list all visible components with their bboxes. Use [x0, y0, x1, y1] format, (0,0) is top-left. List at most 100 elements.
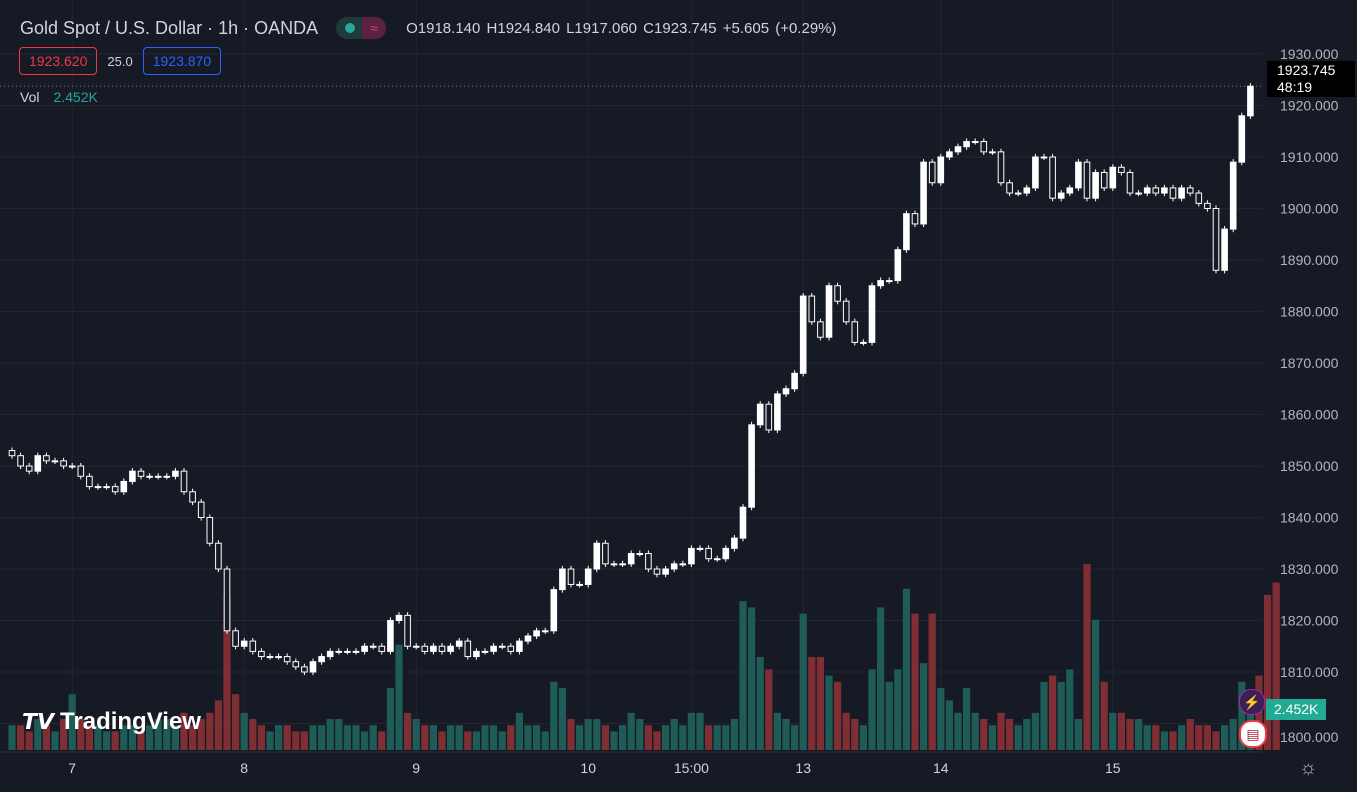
volume-bar	[937, 688, 945, 750]
ohlc-legend: O1918.140 H1924.840 L1917.060 C1923.745 …	[406, 20, 836, 37]
candle-body	[387, 620, 394, 652]
candle-body	[937, 156, 945, 184]
candle-body	[326, 650, 334, 658]
candle-body	[774, 393, 781, 431]
volume-bar	[576, 725, 584, 750]
volume-bar	[971, 712, 979, 750]
volume-bar	[490, 725, 498, 750]
candle-body	[954, 146, 962, 153]
candle-body	[283, 656, 291, 663]
volume-bar	[154, 719, 162, 750]
volume-bar	[1169, 731, 1177, 750]
last-price: 1923.745	[1277, 62, 1336, 78]
volume-legend-label: Vol	[20, 89, 40, 105]
price-tick-label: 1870.000	[1280, 355, 1339, 371]
candle-body	[215, 542, 222, 570]
candle-body	[808, 295, 816, 323]
candle-body	[258, 650, 265, 658]
volume-bar	[567, 719, 575, 750]
market-status-toggle[interactable]: ≈	[336, 17, 387, 39]
candle-body	[8, 450, 16, 457]
volume-bar	[610, 731, 618, 750]
volume-bar	[197, 719, 205, 750]
volume-bar	[8, 725, 16, 750]
volume-bar	[739, 601, 747, 750]
candle-body	[232, 630, 239, 647]
volume-bar	[361, 731, 369, 750]
volume-bar	[808, 657, 816, 750]
symbol-title[interactable]: Gold Spot / U.S. Dollar · 1h · OANDA	[20, 17, 319, 38]
volume-bar	[94, 725, 102, 750]
volume-bar	[257, 725, 265, 750]
candle-body	[860, 341, 867, 344]
volume-bar	[902, 588, 910, 750]
candle-body	[877, 280, 884, 287]
candle-body	[636, 553, 644, 556]
volume-bar	[765, 669, 773, 750]
candle-body	[430, 645, 437, 652]
candle-body	[68, 465, 76, 468]
volume-bar	[507, 725, 515, 750]
candle-body	[1109, 166, 1117, 189]
candle-body	[1049, 156, 1056, 199]
volume-bar	[103, 731, 111, 750]
settings-gear-icon[interactable]: ☼	[1299, 757, 1318, 779]
volume-bar	[920, 663, 928, 750]
volume-bar	[988, 725, 996, 750]
candle-body	[619, 563, 626, 566]
volume-bar	[1221, 725, 1229, 750]
candle-body	[378, 645, 386, 652]
volume-bar	[137, 731, 145, 750]
price-tick-label: 1910.000	[1280, 149, 1339, 165]
candle-body	[920, 161, 927, 225]
candle-body	[292, 661, 300, 668]
candle-body	[51, 460, 59, 463]
candle-body	[653, 568, 661, 575]
volume-bar	[679, 725, 687, 750]
candle-body	[1083, 161, 1091, 199]
candle-body	[481, 650, 489, 653]
candle-body	[249, 640, 257, 652]
volume-bar	[877, 607, 885, 750]
volume-bar	[34, 719, 42, 750]
volume-bar	[662, 725, 670, 750]
candle-body	[524, 635, 532, 642]
volume-bar	[240, 712, 248, 750]
chart-header: Gold Spot / U.S. Dollar · 1h · OANDA ≈ O…	[20, 17, 837, 39]
buy-button[interactable]: 1923.870	[142, 47, 222, 75]
volume-bar	[120, 725, 128, 750]
candle-body	[17, 455, 24, 467]
volume-bar	[1135, 719, 1143, 750]
time-tick-label: 9	[412, 760, 420, 776]
volume-bar	[77, 719, 85, 750]
candle-body	[412, 645, 420, 648]
lightning-icon[interactable]: ⚡	[1239, 689, 1265, 715]
volume-bar	[447, 725, 455, 750]
volume-bar	[481, 725, 489, 750]
candle-body	[507, 645, 515, 652]
tv-logo-icon: 𝙏𝙑	[22, 709, 55, 734]
volume-bar	[524, 725, 532, 750]
candle-body	[1014, 192, 1022, 195]
candle-body	[455, 640, 463, 647]
us-flag-icon[interactable]: ▤	[1239, 720, 1267, 748]
candle-body	[103, 486, 110, 489]
volume-bar	[1049, 675, 1057, 750]
time-tick-label: 7	[68, 760, 76, 776]
candle-body	[404, 614, 411, 647]
wave-icon: ≈	[362, 17, 387, 39]
candle-body	[567, 568, 575, 585]
candle-body	[60, 460, 67, 467]
candle-body	[223, 568, 231, 632]
volume-bar	[404, 712, 412, 750]
sell-button[interactable]: 1923.620	[19, 47, 98, 75]
candle-body	[817, 321, 824, 338]
volume-bar	[859, 725, 867, 750]
volume-bar	[842, 712, 850, 750]
candle-body	[782, 388, 790, 395]
volume-bar	[894, 669, 902, 750]
volume-bar	[189, 725, 197, 750]
volume-bar	[601, 725, 609, 750]
tradingview-logo[interactable]: 𝙏𝙑 TradingView	[22, 708, 201, 736]
